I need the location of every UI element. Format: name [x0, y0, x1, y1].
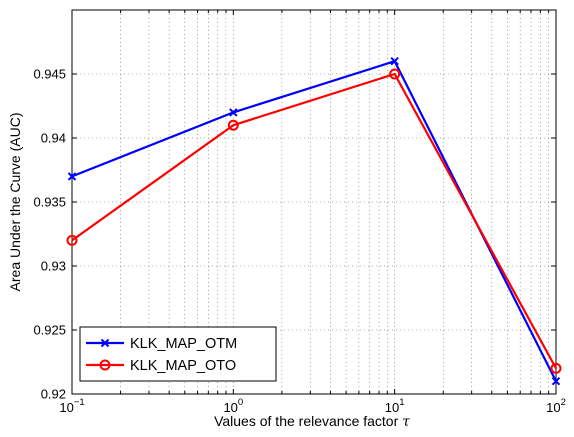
x-marker	[551, 376, 561, 386]
x-tick-label: 102	[546, 397, 566, 415]
x-marker	[67, 172, 77, 181]
legend-entry: KLK_MAP_OTO	[86, 358, 236, 374]
legend-label: KLK_MAP_OTM	[130, 336, 237, 352]
data-point	[389, 68, 401, 80]
x-axis-label-symbol: τ	[402, 414, 410, 430]
x-tick-label-base: 10	[385, 400, 399, 415]
x-tick-label: 100	[223, 397, 243, 415]
y-tick-label: 0.945	[33, 67, 66, 82]
x-marker	[390, 56, 399, 66]
x-tick-label-base: 10	[59, 400, 73, 415]
legend-entry: KLK_MAP_OTM	[86, 336, 237, 352]
legend-box	[79, 326, 277, 382]
x-tick-label-exponent: −1	[74, 397, 85, 408]
data-point	[67, 172, 77, 181]
series-line	[71, 72, 557, 369]
y-tick-label: 0.925	[33, 323, 66, 338]
data-point	[390, 56, 399, 66]
data-point	[550, 362, 562, 374]
grid-lines	[72, 10, 556, 394]
y-tick-label: 0.935	[33, 195, 66, 210]
data-point	[227, 119, 239, 131]
x-tick-label-base: 10	[223, 400, 237, 415]
legend: KLK_MAP_OTM KLK_MAP_OTO	[79, 326, 277, 382]
series-klk-map-oto	[66, 68, 562, 374]
x-tick-label-base: 10	[546, 400, 560, 415]
x-tick-label: 101	[385, 397, 405, 415]
circle-marker	[227, 119, 239, 131]
data-point	[551, 376, 561, 386]
series-layer	[66, 56, 562, 386]
data-point	[66, 234, 78, 246]
y-tick-label: 0.93	[41, 259, 66, 274]
circle-marker	[389, 68, 401, 80]
x-tick-label-exponent: 1	[399, 397, 404, 408]
data-point	[229, 108, 238, 117]
y-tick-label: 0.94	[41, 131, 66, 146]
circle-marker	[99, 359, 111, 371]
x-axis-label: Values of the relevance factor τ	[214, 413, 410, 430]
x-tick-label: 10−1	[59, 397, 84, 415]
x-tick-label-exponent: 2	[561, 397, 566, 408]
y-axis-label: Area Under the Curve (AUC)	[7, 113, 23, 292]
x-marker	[229, 108, 238, 117]
circle-marker	[66, 234, 78, 246]
legend-label: KLK_MAP_OTO	[130, 358, 236, 374]
y-tick-label: 0.92	[41, 387, 66, 402]
circle-marker	[550, 362, 562, 374]
x-tick-label-exponent: 0	[238, 397, 243, 408]
x-marker	[100, 338, 110, 348]
